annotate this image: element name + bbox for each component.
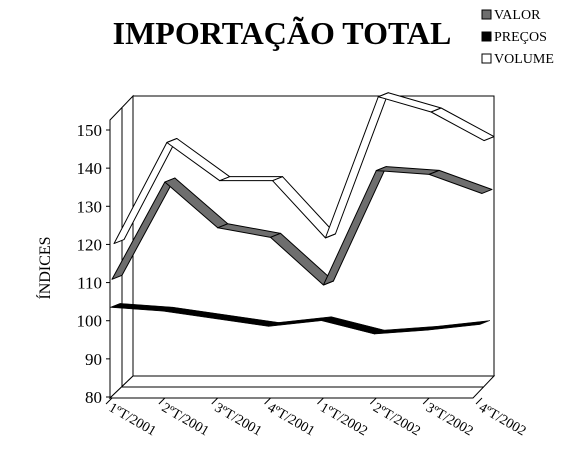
x-axis-ticks: 1ºT/2001 2ºT/2001 3ºT/2001 4ºT/2001 1ºT/2002…	[105, 397, 528, 439]
chart-title: IMPORTAÇÃO TOTAL	[113, 15, 452, 51]
x-tick-mark	[369, 397, 377, 405]
legend-swatch	[481, 31, 492, 42]
legend-label: VOLUME	[494, 52, 554, 67]
x-tick-mark	[105, 397, 113, 405]
y-axis-ticks: 80 90 100 110 120 130 140 150	[77, 121, 110, 407]
x-tick-label: 3ºT/2001	[212, 400, 264, 439]
x-tick-mark	[475, 397, 483, 405]
series-valor	[111, 166, 493, 286]
series-layer	[109, 92, 495, 335]
series-volume	[113, 92, 495, 245]
x-tick-label: 2ºT/2002	[370, 400, 422, 439]
x-tick-label: 2ºT/2001	[159, 400, 211, 439]
legend-label: VALOR	[494, 8, 541, 23]
x-tick-mark	[422, 397, 430, 405]
series-segment	[430, 107, 495, 142]
y-tick-label: 150	[77, 121, 103, 140]
series-preços	[109, 303, 491, 335]
y-tick-label: 100	[77, 312, 103, 331]
y-tick-label: 80	[85, 388, 102, 407]
legend-swatch	[481, 9, 492, 20]
y-tick-label: 110	[77, 274, 102, 293]
y-axis-title: ÍNDICES	[35, 236, 54, 299]
x-tick-label: 1ºT/2001	[106, 400, 158, 439]
chart-frame	[108, 94, 496, 400]
x-tick-mark	[211, 397, 219, 405]
legend: VALOR PREÇOS VOLUME	[481, 8, 554, 67]
x-tick-label: 4ºT/2002	[476, 400, 528, 439]
x-tick-label: 3ºT/2002	[423, 400, 475, 439]
x-tick-mark	[158, 397, 166, 405]
x-tick-label: 4ºT/2001	[265, 400, 317, 439]
y-tick-label: 130	[77, 197, 103, 216]
y-tick-label: 140	[77, 159, 103, 178]
x-tick-mark	[317, 397, 324, 405]
legend-swatch	[481, 53, 492, 64]
legend-label: PREÇOS	[494, 30, 547, 45]
x-tick-label: 1ºT/2002	[317, 400, 369, 439]
series-segment	[428, 169, 493, 194]
x-tick-mark	[264, 397, 271, 405]
series-segment	[426, 320, 491, 331]
back-wall	[132, 95, 495, 377]
y-tick-label: 120	[77, 235, 103, 254]
y-tick-label: 90	[85, 350, 102, 369]
